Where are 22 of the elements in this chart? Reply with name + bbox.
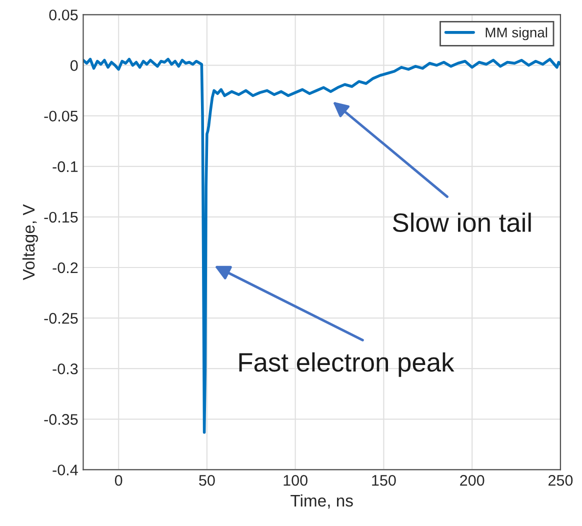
annotation: Fast electron peak: [239, 352, 454, 377]
x-axis-title: Time, ns: [290, 494, 353, 509]
y-tick-label: -0.4: [52, 464, 78, 476]
line-series: [83, 58, 560, 434]
y-axis-title: Voltage, V: [22, 204, 38, 280]
x-tick-label: 150: [372, 474, 396, 486]
x-tick-label: 100: [284, 474, 308, 486]
y-tick-label: 0: [70, 60, 78, 71]
y-tick-label: -0.15: [44, 212, 78, 223]
y-tick-label: -0.1: [52, 161, 78, 172]
annotation: Slow ion tail: [392, 212, 531, 232]
y-tick-label: -0.25: [44, 312, 78, 324]
y-tick-label: 0.05: [49, 10, 78, 20]
y-tick-label: -0.35: [44, 414, 78, 425]
legend-label: MM signal: [486, 27, 548, 40]
y-tick-label: -0.3: [52, 363, 78, 374]
x-tick-label: 50: [199, 474, 215, 486]
x-tick-label: 250: [548, 474, 573, 486]
x-tick-label: 200: [460, 474, 484, 486]
y-tick-label: -0.2: [52, 262, 78, 274]
y-tick-label: -0.05: [44, 110, 78, 122]
x-tick-label: 0: [114, 474, 122, 486]
